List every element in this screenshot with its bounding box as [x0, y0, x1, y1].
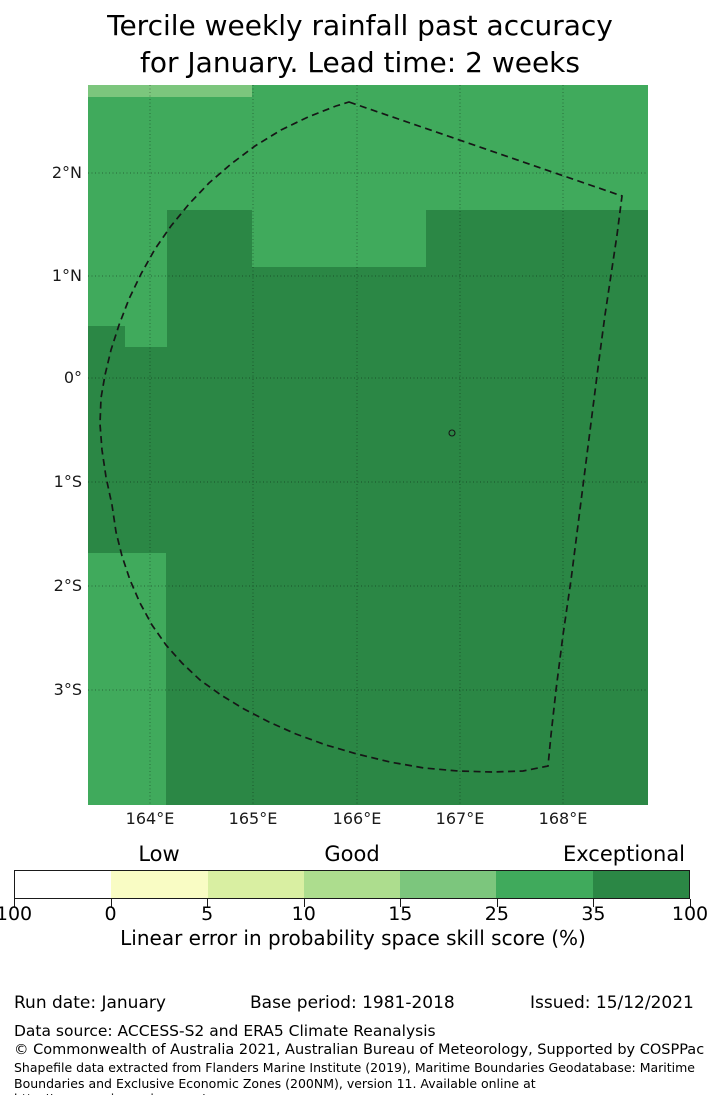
colorbar-tick-label: 5 — [201, 903, 214, 925]
colorbar-segment — [303, 871, 401, 898]
colorbar-tick — [400, 899, 402, 907]
skill-category-label: Low — [138, 842, 180, 866]
data-source-label: Data source: ACCESS-S2 and ERA5 Climate … — [14, 1022, 436, 1040]
chart-title-line2: for January. Lead time: 2 weeks — [140, 46, 580, 79]
run-date-label: Run date: January — [14, 993, 166, 1013]
colorbar-tick — [207, 899, 209, 907]
map-cell — [125, 326, 167, 347]
map-cell — [252, 210, 426, 267]
map-cell — [88, 85, 648, 210]
copyright-label: © Commonwealth of Australia 2021, Austra… — [14, 1042, 705, 1058]
colorbar-segment — [111, 871, 208, 898]
skill-category-label: Good — [324, 842, 380, 866]
colorbar-tick — [110, 899, 112, 907]
chart-title-line1: Tercile weekly rainfall past accuracy — [107, 9, 613, 42]
shapefile-note: Shapefile data extracted from Flanders M… — [14, 1060, 695, 1095]
map-cell — [88, 85, 252, 97]
y-tick-label: 0° — [63, 368, 82, 387]
map-area — [88, 85, 648, 805]
colorbar-tick — [14, 899, 15, 907]
skill-category-label: Exceptional — [562, 842, 686, 866]
colorbar-tick-label: 35 — [581, 903, 606, 925]
y-tick-label: 2°S — [53, 576, 82, 595]
colorbar-tick-label: 15 — [388, 903, 413, 925]
colorbar-tick-label: 100 — [0, 903, 33, 925]
chart-title: Tercile weekly rainfall past accuracy fo… — [0, 7, 720, 81]
colorbar-tick — [303, 899, 305, 907]
colorbar-tick — [593, 899, 595, 907]
colorbar-tick — [496, 899, 498, 907]
y-tick-label: 3°S — [53, 680, 82, 699]
map-cell — [88, 210, 167, 326]
colorbar-segment — [496, 871, 593, 898]
colorbar-axis-label: Linear error in probability space skill … — [120, 926, 586, 950]
x-tick-label: 167°E — [435, 809, 485, 828]
colorbar-segment — [15, 871, 112, 898]
y-tick-label: 1°S — [53, 472, 82, 491]
x-tick-label: 166°E — [332, 809, 382, 828]
colorbar-tick — [690, 899, 691, 907]
colorbar-tick-label: 0 — [104, 903, 117, 925]
issued-label: Issued: 15/12/2021 — [530, 993, 694, 1013]
x-tick-label: 165°E — [228, 809, 278, 828]
colorbar-segment — [592, 871, 689, 898]
colorbar-tick-label: 100 — [671, 903, 709, 925]
y-tick-label: 1°N — [51, 266, 82, 285]
base-period-label: Base period: 1981-2018 — [250, 993, 455, 1013]
colorbar-segment — [400, 871, 497, 898]
colorbar-tick-label: 10 — [291, 903, 316, 925]
colorbar — [14, 870, 690, 899]
colorbar-tick-label: 25 — [484, 903, 509, 925]
x-tick-label: 168°E — [538, 809, 588, 828]
map-cell — [88, 553, 166, 805]
colorbar-segment — [207, 871, 304, 898]
y-tick-label: 2°N — [51, 163, 82, 182]
x-tick-label: 164°E — [125, 809, 175, 828]
